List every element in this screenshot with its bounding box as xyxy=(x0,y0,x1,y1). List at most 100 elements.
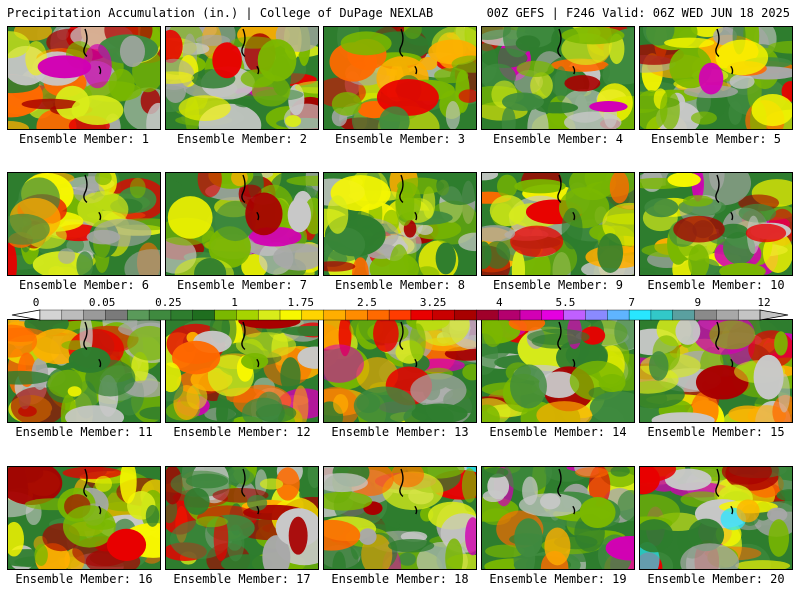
precipitation-map xyxy=(323,466,477,570)
precipitation-map xyxy=(165,26,319,130)
ensemble-member-label: Ensemble Member: 16 xyxy=(15,572,153,586)
coastline xyxy=(241,468,260,515)
coastline xyxy=(83,28,102,75)
precipitation-map xyxy=(481,26,635,130)
ensemble-member-label: Ensemble Member: 15 xyxy=(647,425,785,439)
colorbar-swatch xyxy=(367,309,390,321)
colorbar-swatch xyxy=(716,309,739,321)
colorbar-swatch xyxy=(432,309,456,321)
colorbar-swatch xyxy=(476,309,499,321)
ensemble-member-label: Ensemble Member: 20 xyxy=(647,572,785,586)
colorbar-swatch xyxy=(170,309,194,321)
ensemble-member-label: Ensemble Member: 4 xyxy=(492,132,624,146)
colorbar-swatch xyxy=(585,309,608,321)
colorbar-swatch xyxy=(61,309,85,321)
colorbar-swatch xyxy=(279,309,303,321)
colorbar-strip xyxy=(11,309,789,321)
colorbar-swatch xyxy=(628,309,652,321)
coastline xyxy=(399,468,418,515)
coastline xyxy=(83,468,102,515)
precipitation-map xyxy=(639,172,793,276)
colorbar-swatch xyxy=(410,309,434,321)
colorbar-swatch xyxy=(694,309,717,321)
colorbar-swatch xyxy=(519,309,543,321)
coastline xyxy=(715,321,734,368)
colorbar-swatch xyxy=(497,309,521,321)
colorbar-swatch xyxy=(105,309,128,321)
colorbar-swatch xyxy=(541,309,565,321)
colorbar-swatch xyxy=(257,309,281,321)
coastline xyxy=(241,321,260,368)
colorbar-swatch xyxy=(192,309,216,321)
colorbar-min-arrow xyxy=(11,309,41,321)
ensemble-member-label: Ensemble Member: 3 xyxy=(334,132,466,146)
colorbar-swatch xyxy=(127,309,150,321)
precipitation-map xyxy=(7,466,161,570)
coastline xyxy=(399,321,418,368)
coastline xyxy=(241,174,260,221)
colorbar-tick-label: 1.75 xyxy=(287,296,314,309)
coastline xyxy=(715,174,734,221)
colorbar-swatch xyxy=(650,309,674,321)
colorbar-swatch xyxy=(607,309,630,321)
coastline xyxy=(557,28,576,75)
colorbar-swatch xyxy=(563,309,586,321)
precipitation-map xyxy=(7,26,161,130)
ensemble-member-label: Ensemble Member: 1 xyxy=(18,132,150,146)
ensemble-member-label: Ensemble Member: 19 xyxy=(489,572,627,586)
colorbar-swatch xyxy=(345,309,368,321)
ensemble-member-label: Ensemble Member: 9 xyxy=(492,278,624,292)
colorbar-swatch xyxy=(214,309,237,321)
colorbar-swatch xyxy=(301,309,325,321)
colorbar-max-arrow xyxy=(759,309,789,321)
precipitation-map xyxy=(323,26,477,130)
ensemble-member-label: Ensemble Member: 18 xyxy=(331,572,469,586)
coastline xyxy=(557,174,576,221)
precipitation-colorbar: 0 0.05 0.25 1 1.75 2.5 3.25 4 5.5 7 9 12 xyxy=(0,297,800,323)
coastline xyxy=(399,174,418,221)
coastline xyxy=(557,468,576,515)
coastline xyxy=(715,468,734,515)
colorbar-swatch xyxy=(454,309,477,321)
ensemble-member-label: Ensemble Member: 12 xyxy=(173,425,311,439)
colorbar-swatch xyxy=(39,309,63,321)
ensemble-member-label: Ensemble Member: 13 xyxy=(331,425,469,439)
colorbar-tick-label: 0.05 xyxy=(88,296,116,309)
precipitation-map xyxy=(323,172,477,276)
ensemble-member-label: Ensemble Member: 17 xyxy=(173,572,311,586)
ensemble-member-label: Ensemble Member: 2 xyxy=(176,132,308,146)
colorbar-tick-label: 7 xyxy=(628,296,635,309)
colorbar-tick-label: 9 xyxy=(694,296,702,309)
colorbar-swatch xyxy=(737,309,761,321)
precipitation-map xyxy=(481,172,635,276)
colorbar-swatch xyxy=(388,309,412,321)
coastline xyxy=(83,174,102,221)
ensemble-member-label: Ensemble Member: 5 xyxy=(650,132,782,146)
precipitation-map xyxy=(7,319,161,423)
colorbar-swatch xyxy=(83,309,106,321)
ensemble-member-label: Ensemble Member: 10 xyxy=(647,278,785,292)
ensemble-member-label: Ensemble Member: 6 xyxy=(18,278,150,292)
coastline xyxy=(241,28,260,75)
coastline xyxy=(83,321,102,368)
precipitation-map xyxy=(481,466,635,570)
precipitation-map xyxy=(639,466,793,570)
map-title: Precipitation Accumulation (in.) | Colle… xyxy=(7,6,434,20)
ensemble-member-label: Ensemble Member: 8 xyxy=(334,278,466,292)
coastline xyxy=(399,28,418,75)
colorbar-swatch xyxy=(323,309,346,321)
precipitation-map xyxy=(481,319,635,423)
model-run-valid-time: 00Z GEFS | F246 Valid: 06Z WED JUN 18 20… xyxy=(486,6,790,20)
ensemble-member-label: Ensemble Member: 7 xyxy=(176,278,308,292)
colorbar-tick-label: 0 xyxy=(32,296,40,309)
coastline xyxy=(715,28,734,75)
precipitation-map xyxy=(323,319,477,423)
colorbar-tick-label: 2.5 xyxy=(356,296,377,309)
ensemble-member-label: Ensemble Member: 11 xyxy=(15,425,153,439)
precipitation-map xyxy=(165,466,319,570)
colorbar-tick-label: 4 xyxy=(495,296,503,309)
colorbar-tick-label: 3.25 xyxy=(419,296,447,309)
colorbar-tick-label: 0.25 xyxy=(155,296,182,309)
colorbar-tick-label: 5.5 xyxy=(555,296,576,309)
precipitation-map xyxy=(639,319,793,423)
